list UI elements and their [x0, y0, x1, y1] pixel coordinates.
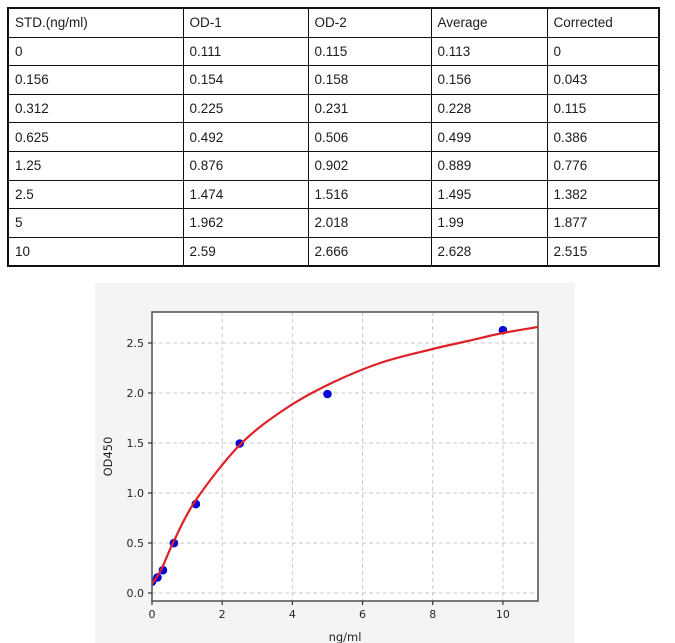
table-cell: 1.99	[430, 208, 548, 238]
x-tick-label: 6	[359, 608, 366, 621]
column-header: Corrected	[546, 7, 660, 38]
table-cell: 0.158	[307, 65, 432, 95]
y-tick-label: 0.0	[127, 587, 145, 600]
table-cell: 0.115	[307, 36, 432, 67]
x-tick-label: 0	[149, 608, 156, 621]
standard-curve-chart: 0 2 4 6 8 10 0.0 0.5 1.0 1.5 2.0 2.5 ng/ml OD450	[95, 283, 575, 643]
table-cell: 1.382	[546, 179, 660, 210]
table-header-row: STD.(ng/ml) OD-1 OD-2 Average Corrected	[7, 7, 660, 38]
table-cell: 0.156	[7, 65, 184, 95]
table-cell: 0.776	[546, 150, 660, 181]
table-cell: 0.113	[430, 36, 548, 67]
column-header: OD-2	[307, 7, 432, 38]
table-cell: 0.625	[7, 122, 184, 152]
y-tick-label: 1.0	[127, 487, 145, 500]
table-cell: 2.515	[546, 236, 660, 267]
table-row: 5 1.962 2.018 1.99 1.877	[7, 208, 660, 238]
column-header: OD-1	[182, 7, 309, 38]
table-row: 2.5 1.474 1.516 1.495 1.382	[7, 179, 660, 210]
table-cell: 1.516	[307, 179, 432, 210]
table-cell: 1.25	[7, 150, 184, 181]
x-tick-label: 10	[496, 608, 510, 621]
column-header: STD.(ng/ml)	[7, 7, 184, 38]
table-cell: 2.666	[307, 236, 432, 267]
table-row: 0.156 0.154 0.158 0.156 0.043	[7, 65, 660, 95]
fitted-curve	[152, 325, 538, 585]
table-cell: 0.154	[182, 65, 309, 95]
table-cell: 1.495	[430, 179, 548, 210]
column-header: Average	[430, 7, 548, 38]
table-cell: 0.115	[546, 93, 660, 124]
table-cell: 5	[7, 208, 184, 238]
x-tick-label: 8	[429, 608, 436, 621]
table-cell: 0.499	[430, 122, 548, 152]
standards-table-header: STD.(ng/ml) OD-1 OD-2 Average Corrected	[7, 7, 660, 38]
x-axis-label: ng/ml	[329, 630, 362, 643]
table-cell: 0.043	[546, 65, 660, 95]
y-tick-label: 2.0	[127, 387, 145, 400]
table-row: 0.312 0.225 0.231 0.228 0.115	[7, 93, 660, 124]
table-cell: 0	[7, 36, 184, 67]
table-cell: 0.225	[182, 93, 309, 124]
table-cell: 0.902	[307, 150, 432, 181]
table-cell: 10	[7, 236, 184, 267]
table-row: 1.25 0.876 0.902 0.889 0.776	[7, 150, 660, 181]
table-cell: 2.5	[7, 179, 184, 210]
table-cell: 0.386	[546, 122, 660, 152]
table-cell: 0.231	[307, 93, 432, 124]
table-cell: 0.228	[430, 93, 548, 124]
table-cell: 0.506	[307, 122, 432, 152]
table-cell: 1.474	[182, 179, 309, 210]
table-row: 0 0.111 0.115 0.113 0	[7, 36, 660, 67]
table-cell: 1.877	[546, 208, 660, 238]
y-tick-label: 0.5	[127, 537, 145, 550]
table-cell: 0.889	[430, 150, 548, 181]
table-cell: 0.156	[430, 65, 548, 95]
table-cell: 0	[546, 36, 660, 67]
table-cell: 0.492	[182, 122, 309, 152]
table-row: 10 2.59 2.666 2.628 2.515	[7, 236, 660, 267]
standard-curve-figure: 0 2 4 6 8 10 0.0 0.5 1.0 1.5 2.0 2.5 ng/ml OD450	[95, 283, 575, 643]
table-cell: 0.111	[182, 36, 309, 67]
table-cell: 2.018	[307, 208, 432, 238]
y-axis-label: OD450	[101, 437, 115, 477]
x-tick-label: 2	[219, 608, 226, 621]
table-cell: 0.312	[7, 93, 184, 124]
table-cell: 2.628	[430, 236, 548, 267]
table-cell: 0.876	[182, 150, 309, 181]
table-cell: 2.59	[182, 236, 309, 267]
standard-points-marker	[323, 389, 332, 399]
y-tick-label: 1.5	[127, 437, 145, 450]
standards-table: STD.(ng/ml) OD-1 OD-2 Average Corrected 0 0.1…	[7, 7, 660, 268]
plot-border	[151, 311, 539, 602]
table-cell: 1.962	[182, 208, 309, 238]
standards-table-body: 0 0.111 0.115 0.113 0 0.156 0.154 0.158 0.156 0.0…	[7, 36, 660, 267]
plot-background	[152, 312, 538, 601]
y-tick-label: 2.5	[127, 337, 145, 350]
table-row: 0.625 0.492 0.506 0.499 0.386	[7, 122, 660, 152]
x-tick-label: 4	[289, 608, 296, 621]
